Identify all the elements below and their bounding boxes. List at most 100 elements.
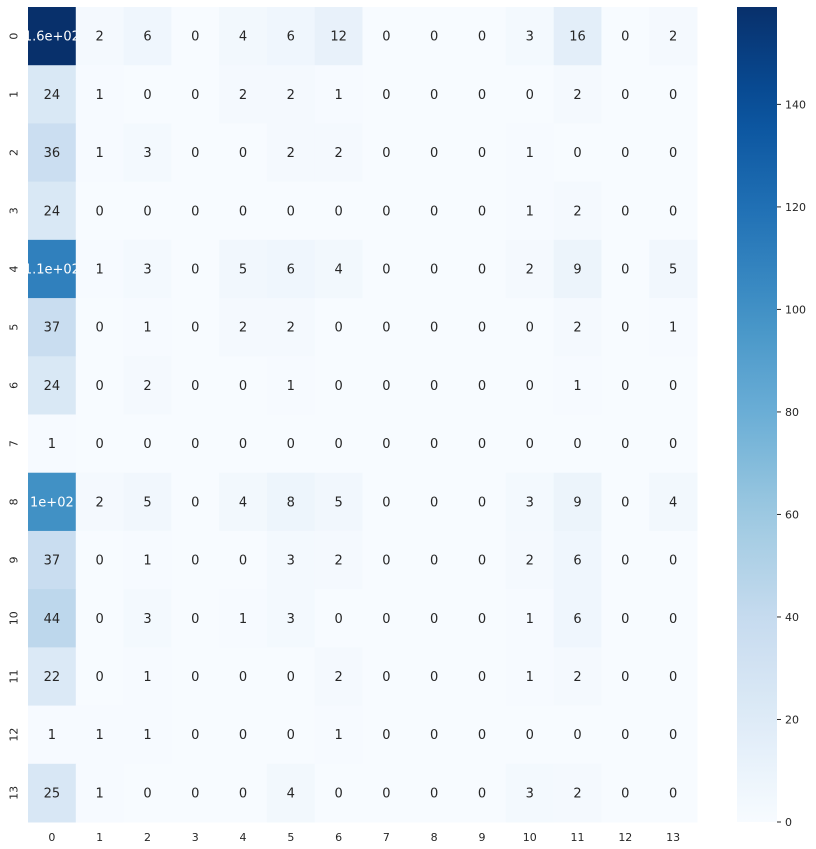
heatmap-cell-r13-c12: [601, 763, 650, 823]
heatmap-cell-r11-c2: [123, 647, 172, 707]
heatmap-cell-r12-c7: [362, 705, 411, 765]
cell-label-r12-c9: 0: [478, 728, 486, 743]
colorbar-tick-label-7: 140: [785, 98, 806, 111]
heatmap-cell-r4-c9: [458, 239, 507, 299]
cell-label-r3-c6: 0: [334, 204, 342, 219]
heatmap-cell-r5-c3: [171, 298, 220, 357]
cell-label-r12-c12: 0: [621, 728, 629, 743]
heatmap-cell-r2-c6: [314, 123, 363, 183]
heatmap-cell-r9-c3: [171, 530, 220, 590]
heatmap-cell-r8-c11: [553, 472, 602, 532]
heatmap-cell-r6-c13: [649, 356, 698, 415]
cell-label-r4-c3: 0: [191, 262, 199, 277]
heatmap-cell-r5-c2: [123, 298, 172, 357]
heatmap-cell-r4-c2: [123, 239, 172, 299]
x-tick-label-8: 8: [431, 831, 438, 844]
cell-label-r5-c1: 0: [96, 321, 104, 336]
cell-label-r9-c9: 0: [478, 554, 486, 569]
heatmap-cell-r1-c8: [410, 65, 459, 124]
cell-label-r11-c0: 22: [44, 670, 61, 685]
heatmap-cell-r5-c9: [458, 298, 507, 357]
cell-label-r6-c3: 0: [191, 379, 199, 394]
heatmap-cell-r12-c9: [458, 705, 507, 765]
heatmap-cell-r11-c9: [458, 647, 507, 707]
cell-label-r9-c11: 6: [573, 554, 581, 569]
cell-label-r5-c13: 1: [669, 321, 677, 336]
cell-label-r9-c4: 0: [239, 554, 247, 569]
heatmap-cell-r1-c1: [75, 65, 125, 124]
cell-label-r8-c1: 2: [96, 495, 104, 510]
cell-label-r13-c5: 4: [287, 786, 295, 801]
cell-label-r13-c7: 0: [382, 786, 390, 801]
cell-label-r11-c8: 0: [430, 670, 438, 685]
heatmap-cell-r1-c9: [458, 65, 507, 124]
cell-label-r11-c10: 1: [526, 670, 534, 685]
heatmap-cell-r10-c13: [649, 589, 698, 648]
cell-label-r12-c1: 1: [96, 728, 104, 743]
cell-label-r13-c12: 0: [621, 786, 629, 801]
heatmap-cell-r0-c1: [75, 7, 125, 66]
x-tick-label-3: 3: [192, 831, 199, 844]
x-tick-label-9: 9: [478, 831, 485, 844]
y-tick-label-8: 8: [8, 498, 21, 505]
heatmap-cell-r0-c8: [410, 7, 459, 66]
heatmap-cell-r2-c11: [553, 123, 602, 183]
heatmap-cell-r1-c2: [123, 65, 172, 124]
heatmap-cell-r13-c8: [410, 763, 459, 823]
heatmap-cell-r8-c8: [410, 472, 459, 532]
cell-label-r11-c11: 2: [573, 670, 581, 685]
cell-label-r12-c8: 0: [430, 728, 438, 743]
cell-label-r13-c0: 25: [44, 786, 61, 801]
heatmap-cell-r3-c10: [505, 181, 555, 241]
cell-label-r12-c10: 0: [526, 728, 534, 743]
heatmap-cell-r10-c4: [219, 589, 268, 648]
y-tick-label-6: 6: [8, 382, 21, 389]
cell-label-r1-c7: 0: [382, 88, 390, 103]
heatmap-cell-r13-c3: [171, 763, 220, 823]
heatmap-cell-r10-c8: [410, 589, 459, 648]
cell-label-r8-c5: 8: [287, 495, 295, 510]
heatmap-cell-r8-c4: [219, 472, 268, 532]
heatmap-cell-r3-c13: [649, 181, 698, 241]
cell-label-r4-c4: 5: [239, 262, 247, 277]
cell-label-r0-c10: 3: [526, 30, 534, 45]
cell-label-r8-c2: 5: [143, 495, 151, 510]
cell-label-r12-c6: 1: [334, 728, 342, 743]
cell-label-r8-c9: 0: [478, 495, 486, 510]
cell-label-r8-c11: 9: [573, 495, 581, 510]
cell-label-r2-c4: 0: [239, 146, 247, 161]
cell-label-r10-c12: 0: [621, 612, 629, 627]
heatmap-cell-r1-c5: [266, 65, 316, 124]
cell-label-r8-c7: 0: [382, 495, 390, 510]
cell-label-r11-c5: 0: [287, 670, 295, 685]
heatmap-cell-r2-c8: [410, 123, 459, 183]
x-tick-label-7: 7: [383, 831, 390, 844]
x-tick-label-13: 13: [666, 831, 680, 844]
cell-label-r5-c11: 2: [573, 321, 581, 336]
cell-label-r5-c6: 0: [334, 321, 342, 336]
heatmap-cell-r12-c13: [649, 705, 698, 765]
cell-label-r2-c11: 0: [573, 146, 581, 161]
cell-label-r11-c4: 0: [239, 670, 247, 685]
heatmap-cell-r11-c8: [410, 647, 459, 707]
heatmap-cell-r0-c2: [123, 7, 172, 66]
cell-label-r10-c13: 0: [669, 612, 677, 627]
cell-label-r2-c7: 0: [382, 146, 390, 161]
y-tick-label-2: 2: [8, 149, 21, 156]
cell-label-r8-c6: 5: [334, 495, 342, 510]
cell-label-r6-c4: 0: [239, 379, 247, 394]
heatmap-cell-r1-c3: [171, 65, 220, 124]
cell-label-r6-c12: 0: [621, 379, 629, 394]
cell-label-r5-c0: 37: [44, 321, 61, 336]
cell-label-r2-c1: 1: [96, 146, 104, 161]
heatmap-cell-r10-c9: [458, 589, 507, 648]
heatmap-cell-r7-c11: [553, 414, 602, 474]
heatmap-cell-r6-c10: [505, 356, 555, 415]
heatmap-cell-r2-c2: [123, 123, 172, 183]
heatmap-cell-r2-c10: [505, 123, 555, 183]
heatmap-cell-r6-c8: [410, 356, 459, 415]
cell-label-r1-c2: 0: [143, 88, 151, 103]
cell-label-r8-c3: 0: [191, 495, 199, 510]
cell-label-r6-c6: 0: [334, 379, 342, 394]
cell-label-r2-c8: 0: [430, 146, 438, 161]
